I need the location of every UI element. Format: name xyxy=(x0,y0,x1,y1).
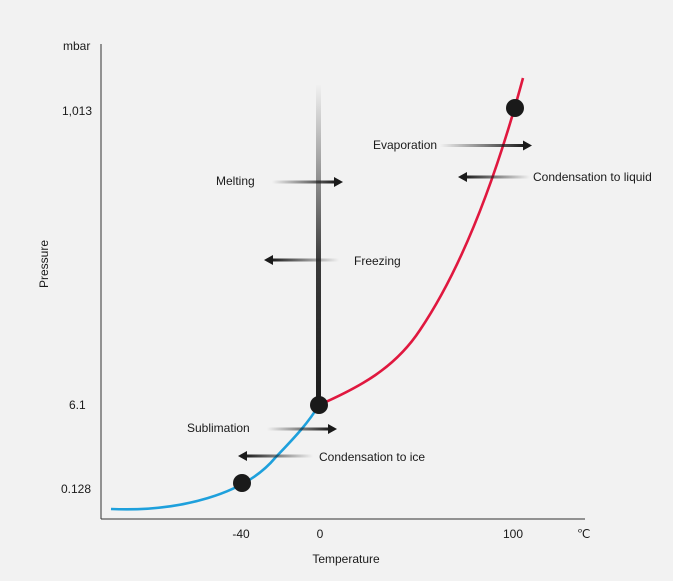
x-tick-0: 0 xyxy=(317,527,324,541)
label-condensation-ice: Condensation to ice xyxy=(319,450,425,464)
y-tick-1013: 1,013 xyxy=(62,104,92,118)
label-freezing: Freezing xyxy=(354,254,401,268)
y-unit-label: mbar xyxy=(63,39,90,53)
critical-point-marker xyxy=(506,99,524,117)
x-tick-100: 100 xyxy=(503,527,523,541)
arrow-left-condensation-ice xyxy=(238,451,313,461)
x-tick-minus40: -40 xyxy=(232,527,250,541)
minus40-point-marker xyxy=(233,474,251,492)
liquid-gas-curve xyxy=(318,77,525,407)
y-tick-0-128: 0.128 xyxy=(61,482,91,496)
x-unit-label: ℃ xyxy=(577,527,590,541)
arrow-right-evaporation xyxy=(440,140,532,151)
label-melting: Melting xyxy=(216,174,255,188)
solid-liquid-boundary-line xyxy=(316,84,321,406)
label-sublimation: Sublimation xyxy=(187,421,250,435)
label-condensation-liquid: Condensation to liquid xyxy=(533,170,652,184)
y-tick-6-1: 6.1 xyxy=(69,398,86,412)
arrow-left-freezing xyxy=(264,255,339,265)
arrow-right-sublimation xyxy=(267,424,337,434)
arrow-left-condensation-liquid xyxy=(458,172,530,182)
triple-point-marker xyxy=(310,396,328,414)
solid-gas-curve xyxy=(110,404,321,511)
arrow-right-melting xyxy=(272,177,343,187)
x-axis-title: Temperature xyxy=(312,552,380,566)
label-evaporation: Evaporation xyxy=(373,138,437,152)
y-axis-title: Pressure xyxy=(37,240,51,288)
